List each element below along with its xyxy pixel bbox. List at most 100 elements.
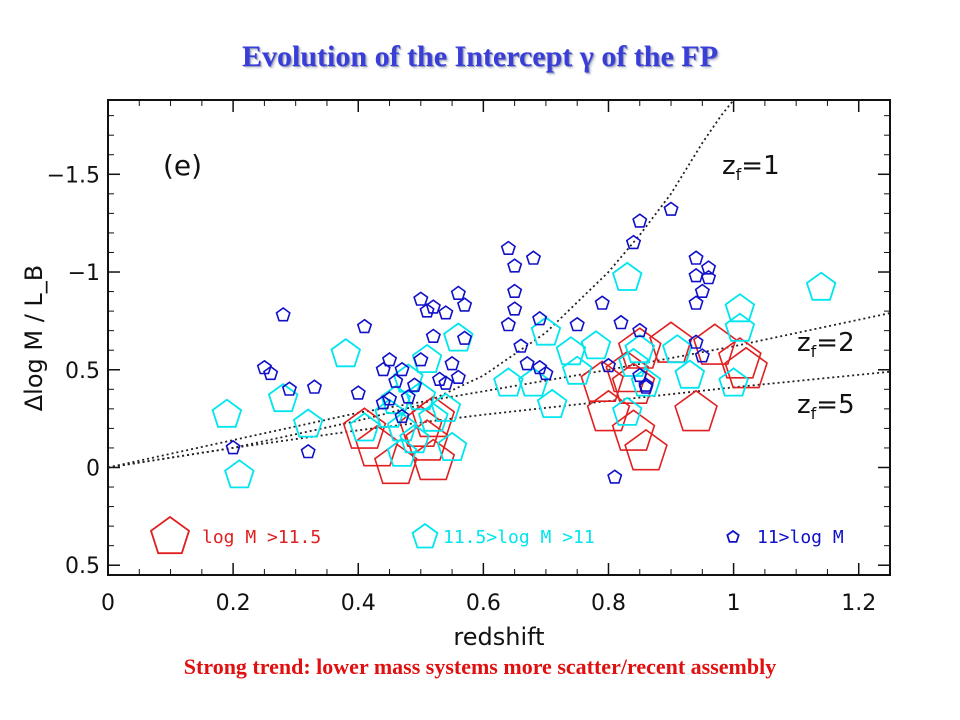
- data-point: [394, 408, 410, 424]
- caption: Strong trend: lower mass systems more sc…: [183, 654, 777, 679]
- data-point: [500, 240, 516, 255]
- data-point: [450, 285, 466, 301]
- data-point: [330, 337, 362, 368]
- y-axis-label: Δlog M / L_B: [20, 265, 48, 412]
- data-point: [349, 412, 380, 442]
- legend-marker: [726, 529, 740, 543]
- data-point: [694, 348, 710, 363]
- panel-label: (e): [163, 149, 202, 182]
- data-point: [519, 355, 535, 371]
- data-point: [518, 367, 549, 397]
- data-point: [663, 201, 679, 216]
- data-point: [411, 343, 443, 374]
- data-point: [624, 334, 656, 364]
- data-point: [600, 357, 617, 373]
- data-point: [456, 297, 473, 312]
- data-point: [438, 375, 454, 390]
- data-point: [342, 407, 387, 449]
- data-point: [674, 389, 718, 432]
- data-point: [638, 379, 654, 394]
- data-point: [611, 396, 643, 426]
- data-point: [500, 316, 516, 332]
- data-point: [300, 443, 316, 459]
- data-point: [394, 361, 410, 377]
- data-point: [443, 322, 474, 352]
- series-2: [225, 201, 717, 484]
- data-point: [688, 250, 704, 265]
- data-point: [436, 431, 468, 462]
- curve-label: zf=2: [797, 328, 855, 361]
- y-tick-label: −1: [68, 261, 100, 286]
- curve-label: zf=5: [797, 390, 855, 423]
- data-point: [275, 307, 291, 322]
- data-point: [532, 310, 548, 326]
- data-point: [417, 402, 449, 432]
- data-point: [388, 373, 404, 388]
- data-point: [611, 261, 643, 291]
- data-point: [356, 318, 373, 334]
- y-tick-label: −1.5: [47, 163, 100, 188]
- legend-label: 11.5>log M >11: [443, 527, 595, 548]
- data-point: [688, 334, 704, 349]
- data-point: [624, 428, 668, 471]
- data-point: [406, 377, 423, 392]
- data-point: [674, 359, 706, 389]
- data-point: [350, 385, 366, 400]
- data-point: [605, 350, 650, 393]
- data-point: [580, 330, 612, 360]
- data-point: [632, 213, 648, 228]
- y-tick-label: 0.5: [65, 554, 100, 579]
- y-tick-label: 0.5: [65, 359, 100, 384]
- data-point: [525, 250, 542, 265]
- data-point: [292, 408, 324, 438]
- data-point: [375, 361, 391, 377]
- data-point: [625, 234, 642, 250]
- data-point: [611, 409, 656, 451]
- data-point: [456, 330, 473, 345]
- x-tick-label: 0.8: [591, 591, 626, 616]
- data-point: [381, 391, 398, 406]
- data-point: [399, 423, 430, 454]
- data-point: [700, 269, 717, 285]
- data-point: [569, 316, 585, 332]
- data-point: [281, 381, 298, 396]
- data-point: [224, 459, 255, 489]
- x-tick-label: 1.2: [841, 591, 876, 616]
- model-curve-zf1: [108, 100, 735, 469]
- legend: log M >11.5 11.5>log M >11 11>log M: [149, 515, 844, 555]
- data-point: [536, 388, 568, 419]
- data-point: [413, 352, 429, 367]
- data-point: [413, 291, 429, 306]
- model-curve-zf5: [108, 370, 890, 469]
- data-point: [594, 295, 610, 310]
- y-tick-label: 0: [86, 456, 100, 481]
- data-point: [450, 369, 466, 385]
- data-point: [724, 293, 756, 323]
- data-point: [724, 312, 756, 342]
- legend-marker: [149, 515, 191, 555]
- data-point: [438, 305, 454, 320]
- data-point: [513, 338, 529, 353]
- legend-marker: [411, 522, 439, 549]
- x-tick-label: 1: [727, 591, 741, 616]
- x-axis-label: redshift: [453, 623, 544, 651]
- data-point: [718, 367, 749, 397]
- series-1: [211, 261, 837, 489]
- data-point: [263, 365, 279, 381]
- data-point: [425, 299, 441, 314]
- x-tick-label: 0: [101, 591, 115, 616]
- data-point: [405, 419, 449, 461]
- x-tick-label: 0.2: [216, 591, 251, 616]
- data-point: [632, 322, 648, 338]
- plot-frame: [107, 99, 891, 576]
- data-point: [398, 405, 443, 448]
- data-point: [381, 352, 398, 367]
- data-point: [225, 439, 241, 455]
- curve-labels: zf=1 zf=2 zf=5: [722, 151, 855, 423]
- data-point: [694, 283, 710, 299]
- data-point: [661, 334, 693, 364]
- data-point: [700, 260, 717, 275]
- legend-label: log M >11.5: [202, 527, 321, 548]
- data-point: [607, 469, 623, 484]
